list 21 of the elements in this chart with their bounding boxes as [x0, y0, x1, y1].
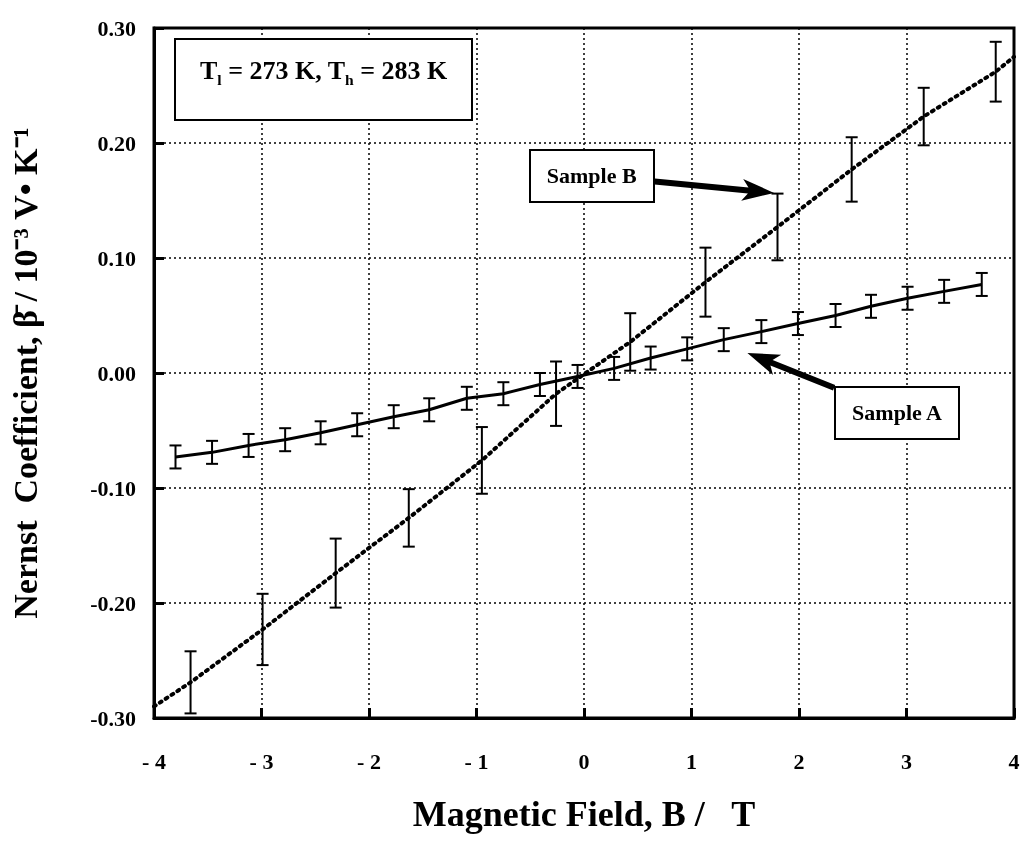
x-tick-label: - 4 — [142, 748, 166, 774]
y-tick-label: 0.20 — [97, 130, 136, 156]
x-tick-label: 3 — [901, 748, 912, 774]
y-tick-label: -0.20 — [90, 590, 136, 616]
x-tick-label: 1 — [686, 748, 697, 774]
x-axis-title: Magnetic Field, B / T — [412, 794, 756, 834]
y-tick-label: 0.30 — [97, 15, 136, 41]
y-axis-title: Nernst Coefficient, β̄ / 10⁻³ V• K⁻¹ — [6, 127, 44, 619]
annotation: Sample B — [528, 148, 655, 203]
y-tick-label: -0.30 — [90, 705, 136, 731]
x-tick-label: 4 — [1008, 748, 1020, 774]
x-tick-label: - 1 — [464, 748, 489, 774]
x-tick-label: - 2 — [357, 748, 381, 774]
y-tick-label: -0.10 — [90, 475, 136, 501]
x-tick-label: 2 — [793, 748, 805, 774]
annotation: Sample A — [834, 386, 960, 441]
annotation: T$_{l}$ = 273 K, T$_{h}$ = 283 K — [174, 38, 474, 122]
y-tick-label: 0.00 — [97, 360, 136, 386]
y-tick-label: 0.10 — [97, 245, 136, 271]
x-tick-label: 0 — [578, 748, 590, 774]
x-tick-label: - 3 — [249, 748, 274, 774]
